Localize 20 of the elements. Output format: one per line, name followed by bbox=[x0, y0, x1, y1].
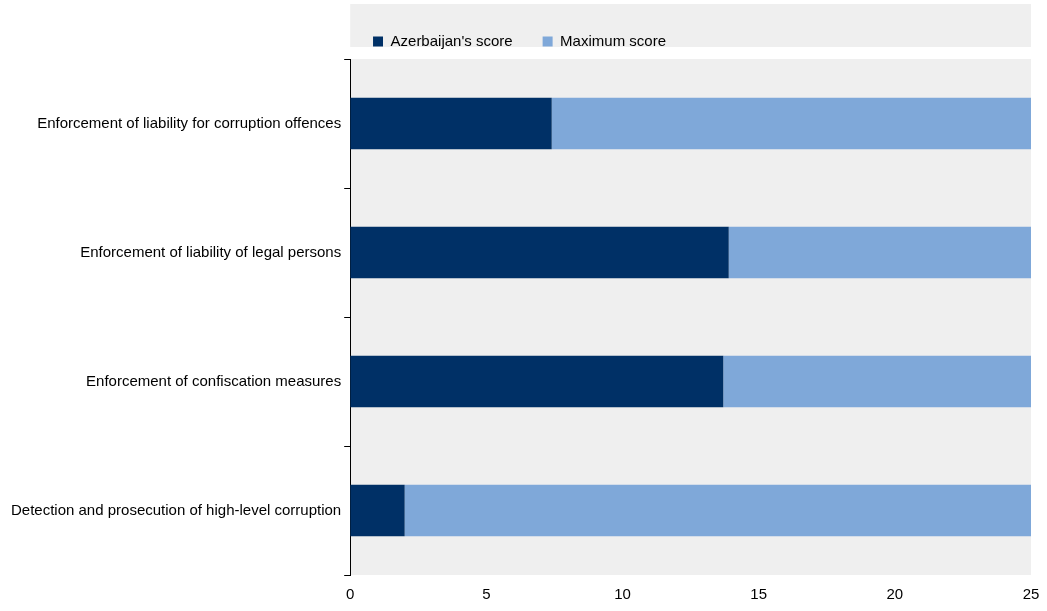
bar bbox=[551, 97, 1031, 150]
legend-label: Maximum score bbox=[560, 31, 666, 49]
y-tick-label: Enforcement of liability for corruption offences bbox=[37, 113, 342, 131]
bar bbox=[404, 484, 1031, 537]
y-tick-label: Enforcement of confiscation measures bbox=[86, 371, 342, 389]
bar bbox=[350, 484, 405, 537]
x-tick-label: 15 bbox=[750, 585, 768, 603]
bar bbox=[350, 97, 552, 150]
bar bbox=[350, 355, 724, 408]
x-tick-label: 0 bbox=[346, 585, 355, 603]
y-tick-label: Detection and prosecution of high-level corruption bbox=[10, 500, 342, 518]
x-tick-label: 5 bbox=[482, 585, 491, 603]
x-tick-label: 10 bbox=[614, 585, 631, 603]
y-tick-label: Enforcement of liability of legal persons bbox=[80, 242, 342, 260]
x-tick-label: 20 bbox=[886, 585, 904, 603]
bar bbox=[350, 226, 729, 279]
bar bbox=[723, 355, 1031, 408]
legend-label: Azerbaijan's score bbox=[390, 31, 513, 49]
bar bbox=[728, 226, 1031, 279]
x-tick-label: 25 bbox=[1022, 585, 1040, 603]
